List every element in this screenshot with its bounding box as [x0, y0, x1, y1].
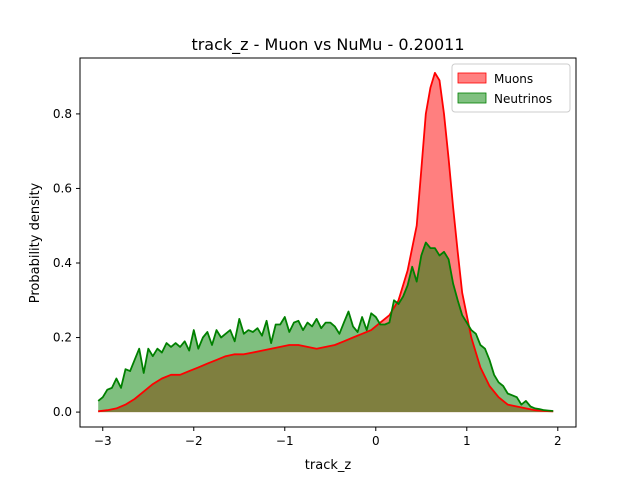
legend: Muons Neutrinos	[451, 63, 571, 113]
series-line-neutrinos	[97, 241, 554, 412]
y-tick-label: 0.4	[53, 256, 72, 270]
series-line-muons	[98, 72, 554, 413]
legend-swatch-neutrinos	[457, 92, 487, 104]
plot-area	[97, 72, 554, 413]
legend-label-muons: Muons	[494, 72, 533, 86]
chart-title: track_z - Muon vs NuMu - 0.20011	[191, 35, 464, 55]
x-tick-label: 0	[372, 434, 380, 448]
y-tick-label: 0.6	[53, 181, 72, 195]
x-tick-label: −1	[276, 434, 294, 448]
y-tick-label: 0.2	[53, 331, 72, 345]
y-tick-label: 0.8	[53, 107, 72, 121]
x-tick-label: 2	[554, 434, 562, 448]
series-area-neutrinos	[98, 242, 554, 413]
axes: −3 −2 −1 0 1 2 0.0 0.2 0.4 0.6 0.8	[53, 57, 577, 448]
x-tick-label: −3	[94, 434, 112, 448]
legend-label-neutrinos: Neutrinos	[494, 92, 552, 106]
y-tick-label: 0.0	[53, 405, 72, 419]
legend-swatch-muons	[457, 72, 487, 84]
x-tick-label: 1	[463, 434, 471, 448]
y-axis-label: Probability density	[28, 182, 43, 303]
x-axis-label: track_z	[305, 458, 352, 473]
x-tick-label: −2	[185, 434, 203, 448]
plot-frame	[79, 57, 577, 428]
